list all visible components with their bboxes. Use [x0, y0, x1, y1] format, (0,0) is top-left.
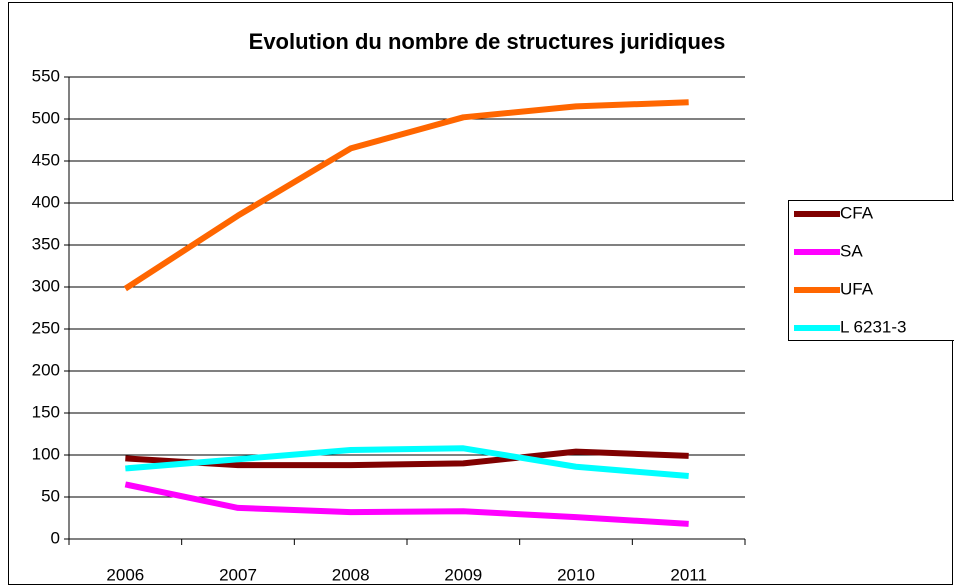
- line-series: [125, 445, 689, 479]
- x-tick-label: 2008: [332, 565, 370, 584]
- x-tick-label: 2011: [670, 565, 707, 584]
- y-tick-label: 50: [41, 486, 60, 505]
- y-tick-label: 400: [32, 192, 60, 211]
- y-tick-label: 0: [51, 528, 60, 547]
- y-tick-label: 350: [32, 234, 60, 253]
- y-tick-label: 550: [32, 66, 60, 85]
- line-series: [125, 448, 689, 469]
- legend-label: L 6231-3: [840, 317, 906, 336]
- legend-label: UFA: [840, 279, 874, 298]
- y-tick-label: 200: [32, 360, 60, 379]
- chart-title: Evolution du nombre de structures juridi…: [249, 29, 726, 54]
- legend-label: SA: [840, 241, 863, 260]
- x-tick-label: 2009: [444, 565, 482, 584]
- y-tick-label: 300: [32, 276, 60, 295]
- x-tick-label: 2007: [219, 565, 257, 584]
- legend-box: [788, 200, 954, 341]
- y-tick-label: 450: [32, 150, 60, 169]
- x-tick-label: 2006: [106, 565, 144, 584]
- line-series: [124, 481, 689, 527]
- line-series: [123, 99, 689, 292]
- legend-label: CFA: [840, 203, 874, 222]
- y-tick-label: 250: [32, 318, 60, 337]
- y-tick-label: 100: [32, 444, 60, 463]
- y-tick-label: 150: [32, 402, 60, 421]
- y-tick-label: 500: [32, 108, 60, 127]
- x-tick-label: 2010: [557, 565, 595, 584]
